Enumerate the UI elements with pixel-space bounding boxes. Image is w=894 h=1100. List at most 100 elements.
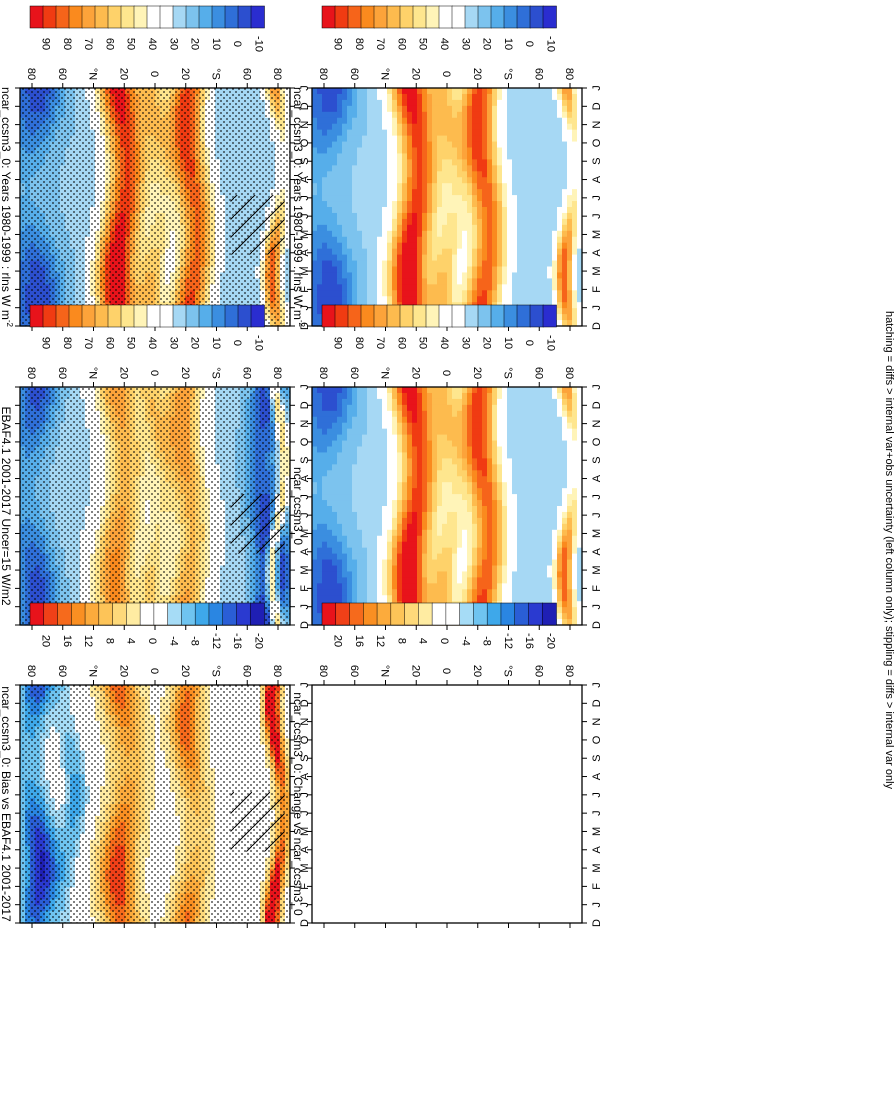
field-cell <box>432 135 438 143</box>
field-cell <box>382 266 388 274</box>
field-cell <box>482 296 488 303</box>
field-cell <box>387 111 393 119</box>
field-cell <box>332 284 338 291</box>
field-cell <box>342 159 348 166</box>
field-cell <box>512 201 518 208</box>
field-cell <box>327 230 333 238</box>
field-cell <box>367 88 373 95</box>
field-cell <box>312 218 318 226</box>
field-cell <box>372 88 378 95</box>
field-cell <box>447 236 453 244</box>
field-cell <box>492 207 498 214</box>
field-cell <box>407 183 413 190</box>
field-cell <box>407 141 413 149</box>
field-cell <box>517 189 523 196</box>
field-cell <box>362 254 368 262</box>
field-cell <box>347 266 353 274</box>
field-cell <box>517 201 523 208</box>
field-cell <box>362 272 368 279</box>
field-cell <box>497 254 503 262</box>
field-cell <box>417 171 423 178</box>
field-cell <box>562 260 568 268</box>
field-cell <box>522 230 528 238</box>
field-cell <box>337 111 343 119</box>
field-cell <box>437 177 443 184</box>
field-cell <box>537 171 543 178</box>
field-cell <box>372 183 378 190</box>
colorbar-label: 60 <box>103 38 115 50</box>
field-cell <box>347 272 353 279</box>
field-cell <box>402 207 408 214</box>
field-cell <box>327 129 333 137</box>
field-cell <box>377 171 383 178</box>
field-cell <box>322 242 328 250</box>
field-cell <box>512 260 518 268</box>
field-cell <box>457 296 463 303</box>
field-cell <box>487 230 493 238</box>
field-cell <box>462 153 468 160</box>
field-cell <box>527 201 533 208</box>
field-cell <box>362 212 368 220</box>
field-cell <box>567 248 573 256</box>
field-cell <box>572 171 578 178</box>
field-cell <box>372 236 378 244</box>
field-cell <box>457 171 463 178</box>
field-cell <box>562 254 568 262</box>
field-cell <box>482 153 488 160</box>
field-cell <box>572 254 578 262</box>
field-cell <box>317 165 323 172</box>
field-cell <box>362 105 368 113</box>
field-cell <box>412 201 418 208</box>
field-cell <box>562 129 568 137</box>
field-cell <box>327 212 333 220</box>
field-cell <box>472 129 478 137</box>
field-cell <box>532 290 538 297</box>
field-cell <box>367 218 373 226</box>
field-cell <box>507 242 513 250</box>
field-cell <box>547 242 553 250</box>
field-cell <box>382 278 388 285</box>
field-cell <box>547 266 553 274</box>
field-cell <box>482 159 488 166</box>
field-cell <box>497 165 503 172</box>
field-cell <box>547 212 553 220</box>
field-cell <box>377 236 383 244</box>
colorbar-swatch <box>120 5 135 29</box>
field-cell <box>522 212 528 220</box>
field-cell <box>312 123 318 131</box>
field-cell <box>387 195 393 202</box>
field-cell <box>532 147 538 155</box>
field-cell <box>532 224 538 232</box>
field-cell <box>517 242 523 250</box>
field-cell <box>437 189 443 196</box>
field-cell <box>322 212 328 220</box>
field-cell <box>477 272 483 279</box>
field-cell <box>397 230 403 238</box>
field-cell <box>392 242 398 250</box>
field-cell <box>482 260 488 268</box>
field-cell <box>507 207 513 214</box>
field-cell <box>552 218 558 226</box>
field-cell <box>322 195 328 202</box>
field-cell <box>407 111 413 119</box>
field-cell <box>527 117 533 125</box>
field-cell <box>402 248 408 256</box>
field-cell <box>537 296 543 303</box>
field-cell <box>377 153 383 160</box>
field-cell <box>327 123 333 131</box>
field-cell <box>387 189 393 196</box>
field-cell <box>362 189 368 196</box>
field-cell <box>537 189 543 196</box>
field-cell <box>512 290 518 297</box>
field-cell <box>397 224 403 232</box>
field-cell <box>372 201 378 208</box>
field-cell <box>482 189 488 196</box>
field-cell <box>372 165 378 172</box>
field-cell <box>317 284 323 291</box>
field-cell <box>372 266 378 274</box>
field-cell <box>487 248 493 256</box>
field-cell <box>327 165 333 172</box>
field-cell <box>402 230 408 238</box>
field-cell <box>387 224 393 232</box>
field-cell <box>502 88 508 95</box>
